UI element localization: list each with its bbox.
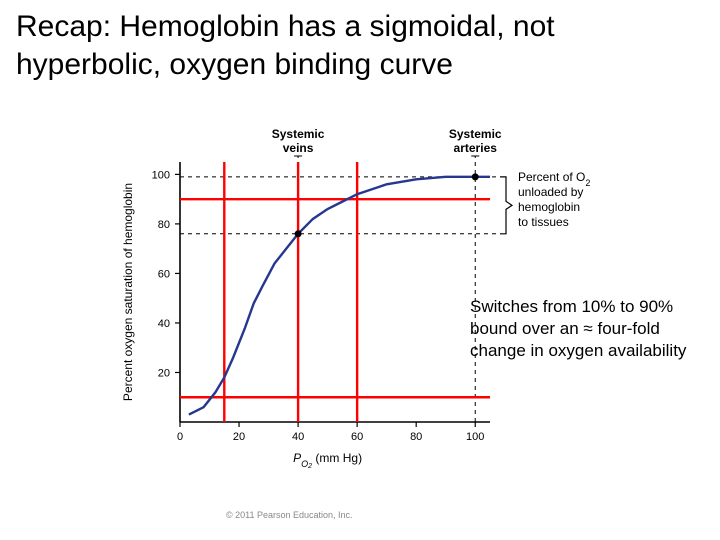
svg-text:80: 80 [410,431,422,443]
copyright-text: © 2011 Pearson Education, Inc. [226,510,353,520]
svg-text:20: 20 [158,367,170,379]
svg-text:arteries: arteries [454,141,498,155]
svg-text:to tissues: to tissues [518,215,569,229]
svg-text:Systemic: Systemic [272,127,325,141]
slide-title: Recap: Hemoglobin has a sigmoidal, not h… [16,8,704,83]
side-annotation: Switches from 10% to 90% bound over an ≈… [470,296,688,362]
svg-text:hemoglobin: hemoglobin [518,200,580,214]
svg-text:60: 60 [158,268,170,280]
svg-text:veins: veins [283,141,314,155]
svg-text:PO2 (mm Hg): PO2 (mm Hg) [293,451,362,470]
svg-text:40: 40 [292,431,304,443]
svg-text:Systemic: Systemic [449,127,502,141]
svg-text:Percent oxygen saturation of h: Percent oxygen saturation of hemoglobin [121,183,135,401]
svg-text:20: 20 [233,431,245,443]
svg-text:0: 0 [177,431,183,443]
svg-text:unloaded by: unloaded by [518,185,583,199]
svg-text:40: 40 [158,318,170,330]
svg-text:100: 100 [466,431,484,443]
svg-text:80: 80 [158,219,170,231]
svg-text:60: 60 [351,431,363,443]
svg-text:100: 100 [152,169,170,181]
